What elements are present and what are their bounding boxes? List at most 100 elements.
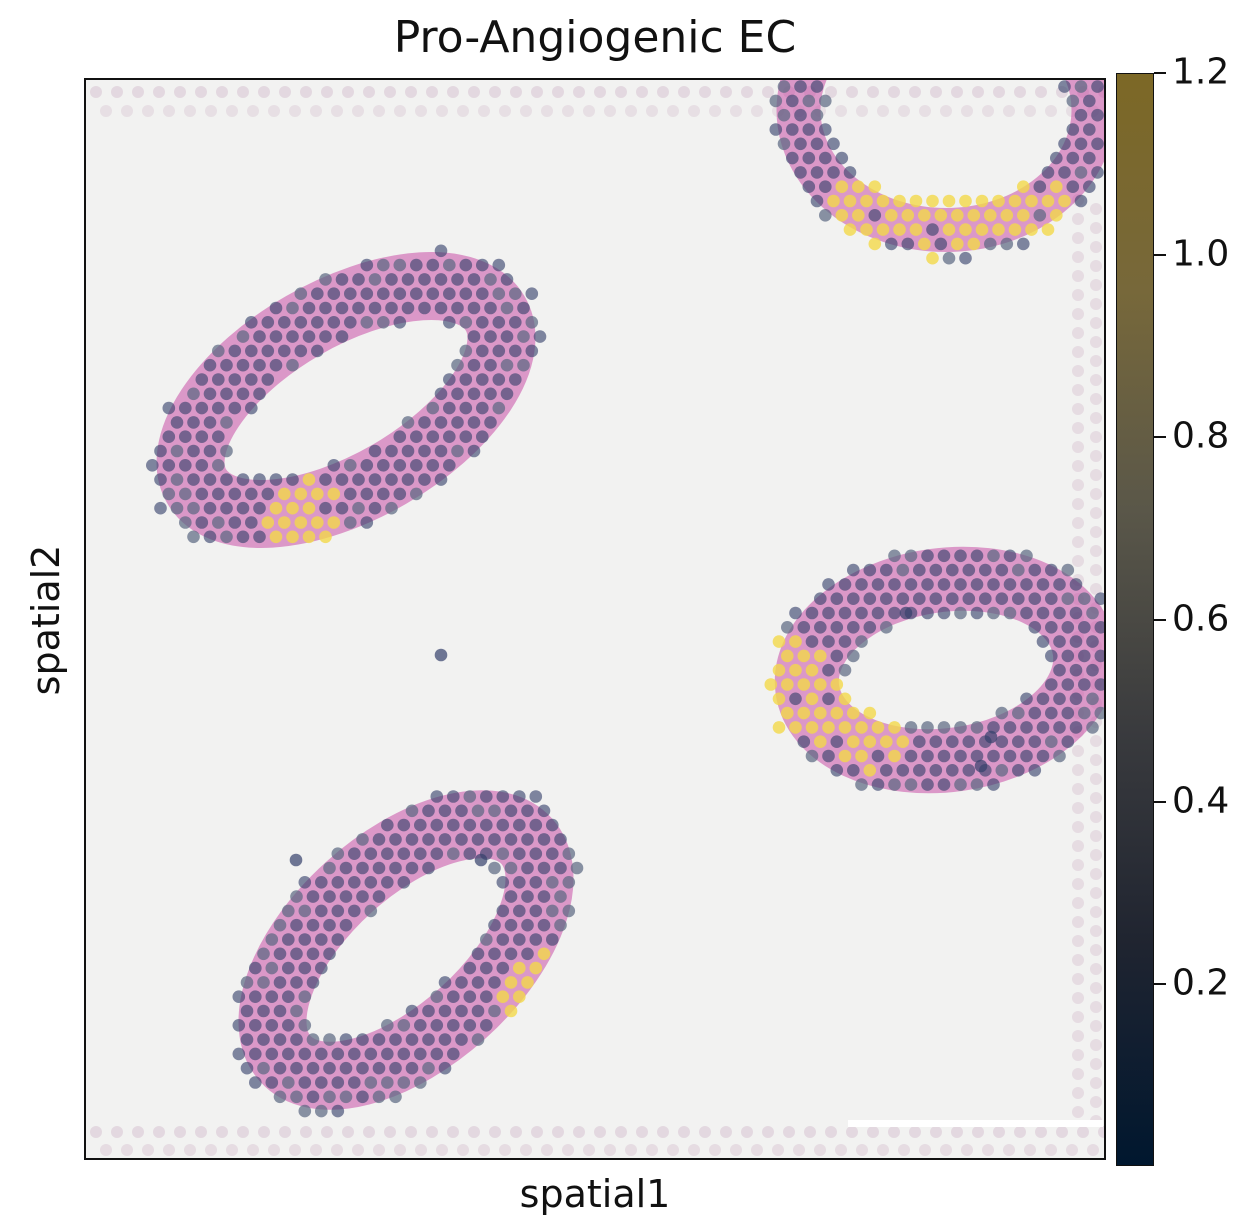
expression-spot xyxy=(929,592,943,605)
expression-spot xyxy=(769,94,783,108)
fiducial-spot xyxy=(1072,916,1084,928)
fiducial-spot xyxy=(667,105,679,117)
expression-spot xyxy=(847,563,860,577)
fiducial-spot xyxy=(1090,830,1102,842)
expression-spot xyxy=(385,501,398,515)
expression-spot xyxy=(356,861,369,875)
fiducial-spot xyxy=(594,1126,606,1138)
expression-spot xyxy=(517,330,530,343)
expression-spot xyxy=(797,621,811,634)
expression-spot xyxy=(339,861,353,875)
expression-spot xyxy=(339,890,353,903)
expression-spot xyxy=(459,316,473,329)
expression-spot xyxy=(888,578,901,591)
expression-spot xyxy=(422,1033,435,1046)
expression-spot xyxy=(1078,706,1091,720)
expression-spot xyxy=(513,818,526,832)
colorbar-tick-label: 0.2 xyxy=(1172,962,1230,1004)
expression-spot xyxy=(970,606,984,620)
expression-spot xyxy=(286,358,299,372)
fiducial-spot xyxy=(1056,1126,1068,1138)
expression-spot xyxy=(504,861,518,875)
fiducial-spot xyxy=(688,105,700,117)
expression-spot xyxy=(306,890,320,903)
expression-spot xyxy=(913,735,926,748)
expression-spot xyxy=(434,244,448,258)
fiducial-spot xyxy=(174,86,186,98)
expression-spot xyxy=(1028,563,1042,577)
fiducial-spot xyxy=(741,1126,753,1138)
fiducial-spot xyxy=(562,105,574,117)
expression-spot xyxy=(871,778,885,791)
expression-spot xyxy=(476,287,489,300)
fiducial-spot xyxy=(373,105,385,117)
expression-spot xyxy=(443,287,456,300)
expression-spot xyxy=(451,273,464,286)
fiducial-spot xyxy=(195,86,207,98)
expression-spot xyxy=(529,847,543,860)
expression-spot xyxy=(232,1019,246,1032)
expression-spot xyxy=(339,918,353,932)
fiducial-spot xyxy=(153,1126,165,1138)
expression-spot xyxy=(154,501,167,515)
fiducial-spot xyxy=(426,86,438,98)
expression-spot xyxy=(830,706,844,720)
expression-spot xyxy=(492,344,506,358)
expression-spot xyxy=(298,933,312,946)
expression-spot xyxy=(476,373,489,386)
fiducial-spot xyxy=(363,86,375,98)
expression-spot xyxy=(471,1033,485,1046)
fiducial-spot xyxy=(720,86,732,98)
expression-spot xyxy=(381,847,394,860)
chart-title: Pro-Angiogenic EC xyxy=(393,12,797,63)
fiducial-spot xyxy=(447,1126,459,1138)
fiducial-spot xyxy=(573,1126,585,1138)
expression-spot xyxy=(187,473,200,486)
fiducial-spot xyxy=(909,86,921,98)
expression-spot xyxy=(1017,180,1030,193)
expression-spot xyxy=(1078,592,1091,605)
expression-spot xyxy=(269,358,283,372)
fiducial-spot xyxy=(1072,289,1084,301)
fiducial-spot xyxy=(1072,764,1084,776)
expression-spot xyxy=(236,330,250,343)
fiducial-spot xyxy=(258,1126,270,1138)
expression-spot xyxy=(228,373,242,386)
expression-spot xyxy=(896,764,910,777)
colorbar-tick xyxy=(1154,982,1166,985)
fiducial-spot xyxy=(583,105,595,117)
expression-spot xyxy=(987,721,1000,734)
expression-spot xyxy=(467,416,481,429)
expression-spot xyxy=(970,721,984,734)
expression-spot xyxy=(777,80,791,93)
expression-spot xyxy=(814,678,827,691)
expression-spot xyxy=(323,1033,336,1046)
expression-spot xyxy=(929,563,943,577)
expression-spot xyxy=(240,1033,254,1046)
expression-spot xyxy=(554,918,567,932)
fiducial-spot xyxy=(132,1126,144,1138)
expression-spot xyxy=(1033,209,1047,222)
fiducial-spot xyxy=(636,1126,648,1138)
expression-spot xyxy=(356,833,369,846)
fiducial-spot xyxy=(625,1144,637,1156)
fiducial-spot xyxy=(678,86,690,98)
expression-spot xyxy=(368,501,382,515)
expression-spot xyxy=(504,890,518,903)
expression-spot xyxy=(1094,592,1104,605)
expression-spot xyxy=(278,487,291,501)
expression-spot xyxy=(348,1047,361,1061)
fiducial-spot xyxy=(877,1144,889,1156)
expression-spot xyxy=(1061,678,1075,691)
expression-spot xyxy=(418,273,431,286)
expression-spot xyxy=(810,80,824,93)
expression-spot xyxy=(360,487,374,501)
fiducial-spot xyxy=(1090,203,1102,215)
fiducial-spot xyxy=(1090,279,1102,291)
expression-spot xyxy=(471,947,485,961)
expression-spot xyxy=(471,833,485,846)
expression-spot xyxy=(306,976,320,989)
expression-spot xyxy=(797,706,811,720)
fiducial-spot xyxy=(1072,251,1084,263)
expression-spot xyxy=(405,1004,419,1018)
